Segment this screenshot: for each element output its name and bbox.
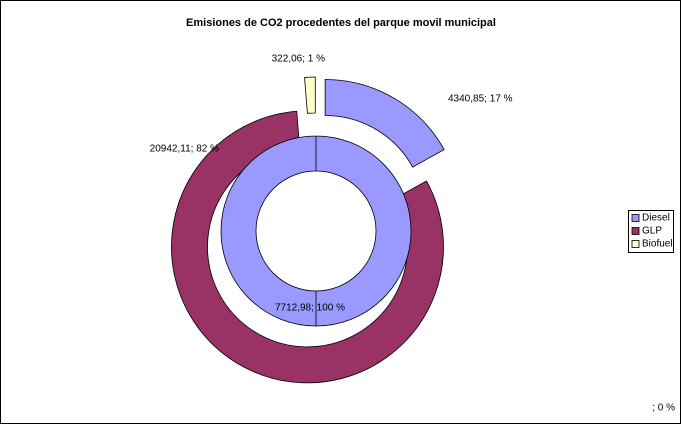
data-label: 20942,11; 82 % <box>150 144 219 155</box>
legend-label: GLP <box>642 226 662 237</box>
doughnut-segment <box>171 110 444 384</box>
doughnut-segment <box>304 76 316 114</box>
legend-label: Biofuel <box>642 239 673 250</box>
data-label: ; 0 % <box>652 403 675 414</box>
legend-swatch <box>631 240 640 248</box>
data-label: 4340,85; 17 % <box>448 94 513 105</box>
legend-swatch <box>631 227 640 235</box>
chart-title: Emisiones de CO2 procedentes del parque … <box>186 17 496 29</box>
data-label: 322,06; 1 % <box>272 54 325 65</box>
doughnut-segment <box>220 135 412 327</box>
doughnut-segment <box>324 79 445 168</box>
data-label: 7712,98; 100 % <box>275 303 345 314</box>
legend-swatch <box>631 214 640 222</box>
legend-label: Diesel <box>642 213 670 224</box>
